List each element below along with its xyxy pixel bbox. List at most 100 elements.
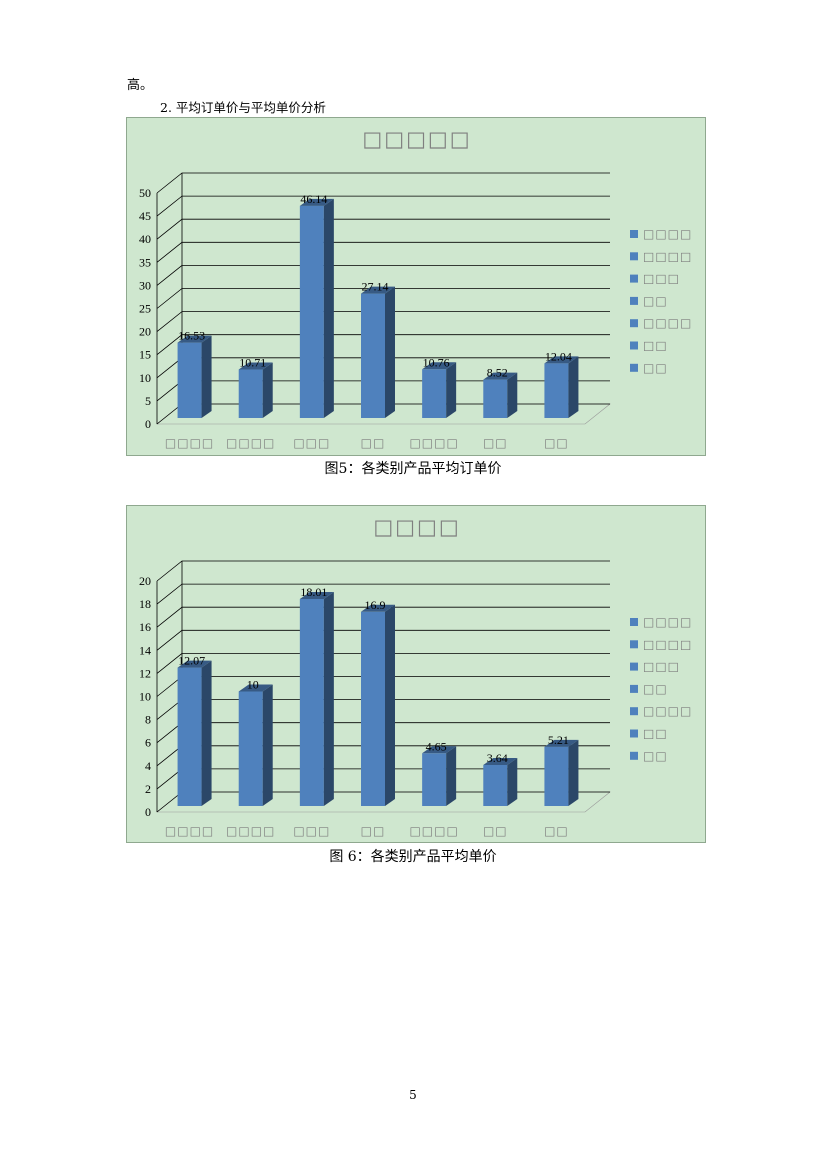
chart-2-bar-side xyxy=(507,757,518,806)
chart-2-category-label: □□□□ xyxy=(226,824,275,838)
chart-1-y-tick-label: 45 xyxy=(139,209,151,223)
chart-1-legend-label: □□□□ xyxy=(643,316,692,330)
chart-2-bar xyxy=(544,739,579,806)
chart-1-svg: □□□□□0510152025303540455016.53□□□□10.71□… xyxy=(139,127,692,450)
chart-2-bar-front xyxy=(238,691,263,806)
figure-caption-1: 图5：各类别产品平均订单价 xyxy=(324,461,502,477)
chart-2-bar xyxy=(483,757,518,806)
chart-2-bar-top xyxy=(422,746,457,754)
chart-1-data-label: 12.04 xyxy=(545,349,572,363)
chart-2-bar-side xyxy=(262,684,273,806)
chart-2-y-tick-label: 0 xyxy=(145,805,151,819)
chart-2-legend-swatch xyxy=(630,684,638,693)
chart-1-legend-label: □□ xyxy=(643,339,668,353)
chart-2-y-tick-label: 4 xyxy=(145,759,151,773)
section-heading: 2. 平均订单价与平均单价分析 xyxy=(160,100,326,115)
chart-2-data-label: 10 xyxy=(247,678,259,692)
chart-1-legend-label: □□ xyxy=(643,294,668,308)
chart-2-bar-front xyxy=(544,746,569,806)
chart-2-bar xyxy=(361,604,395,806)
chart-1-bar-side xyxy=(262,362,273,418)
chart-1-legend-swatch xyxy=(630,341,638,350)
chart-1-data-label: 10.76 xyxy=(423,355,450,369)
chart-1-category-label: □□□□ xyxy=(165,436,214,450)
chart-2-legend-label: □□□□ xyxy=(643,704,692,718)
chart-1-bar-front xyxy=(544,363,569,418)
chart-2-category-label: □□□□ xyxy=(409,824,458,838)
chart-2-bar-top xyxy=(361,604,395,612)
chart-1-bar-top xyxy=(544,356,579,364)
chart-2-data-label: 16.9 xyxy=(365,598,386,612)
chart-1-legend-swatch xyxy=(630,252,638,261)
chart-2-y-tick-label: 14 xyxy=(139,643,151,657)
chart-2-bar xyxy=(299,591,334,806)
chart-2-y-tick-label: 2 xyxy=(145,782,151,796)
chart-1-y-tick-label: 30 xyxy=(139,278,151,292)
chart-1-bar xyxy=(238,362,273,418)
chart-1-bar-front xyxy=(177,342,202,418)
chart-2-y-tick-label: 18 xyxy=(139,597,151,611)
chart-1-y-tick-label: 0 xyxy=(145,417,151,431)
chart-2-y-tick-label: 6 xyxy=(145,736,151,750)
chart-1-data-label: 16.53 xyxy=(178,329,205,343)
chart-2-bar xyxy=(238,684,273,806)
chart-2-bar-top xyxy=(177,660,212,668)
chart-2-category-label: □□□□ xyxy=(165,824,214,838)
chart-2-data-label: 4.65 xyxy=(426,739,447,753)
chart-2-bar-front xyxy=(177,667,202,806)
chart-1-bar-top xyxy=(361,286,395,294)
chart-1-gridline xyxy=(156,241,610,263)
chart-1-category-label: □□ xyxy=(361,436,386,450)
chart-1-bar-top xyxy=(299,198,334,206)
chart-2-bar xyxy=(177,660,212,806)
chart-1-y-tick-label: 20 xyxy=(139,325,151,339)
chart-1-data-label: 8.52 xyxy=(487,366,508,380)
chart-1-title: □□□□□ xyxy=(362,127,471,151)
chart-1-bar-side xyxy=(507,372,518,418)
chart-1-category-label: □□ xyxy=(483,436,508,450)
chart-1-bar xyxy=(483,372,518,418)
page-number: 5 xyxy=(409,1088,417,1102)
chart-1-bar-front xyxy=(299,205,324,418)
chart-1-y-tick-label: 40 xyxy=(139,232,151,246)
chart-2-category-label: □□ xyxy=(483,824,508,838)
chart-2-legend-label: □□ xyxy=(643,682,668,696)
chart-1-gridline xyxy=(156,218,610,240)
chart-1-legend-label: □□□□ xyxy=(643,227,692,241)
chart-2-y-tick-label: 16 xyxy=(139,620,151,634)
chart-2-bar xyxy=(422,746,457,806)
chart-2-y-tick-label: 12 xyxy=(139,666,151,680)
chart-1-bar-front xyxy=(361,293,385,418)
chart-1-bar xyxy=(361,286,395,418)
chart-1-bar xyxy=(177,335,212,418)
chart-2-legend-label: □□□□ xyxy=(643,615,692,629)
chart-1-y-tick-label: 35 xyxy=(139,255,151,269)
chart-2-bar-front xyxy=(299,598,324,806)
chart-2-bar-front xyxy=(361,611,385,806)
chart-1-category-label: □□ xyxy=(544,436,569,450)
chart-2-category-label: □□ xyxy=(361,824,386,838)
chart-2-bar-top xyxy=(238,684,273,692)
chart-2-legend-label: □□□□ xyxy=(643,637,692,651)
chart-1-y-tick-label: 5 xyxy=(145,394,151,408)
chart-2-legend-swatch xyxy=(630,729,638,738)
chart-1-bar-top xyxy=(177,335,212,343)
chart-2-bar-side xyxy=(446,746,457,806)
chart-1-y-tick-label: 50 xyxy=(139,186,151,200)
chart-1-bar-side xyxy=(385,286,395,418)
chart-1-bar-top xyxy=(422,362,457,370)
chart-2-bar-side xyxy=(385,604,395,806)
chart-1-gridline xyxy=(156,195,610,217)
chart-2-category-label: □□□ xyxy=(293,824,330,838)
chart-2-legend-label: □□□ xyxy=(643,660,680,674)
chart-2-legend-swatch xyxy=(630,751,638,760)
chart-1-category-label: □□□ xyxy=(293,436,330,450)
chart-1-bar-top xyxy=(238,362,273,370)
chart-2-title: □□□□ xyxy=(373,515,460,539)
chart-1-bar-front xyxy=(422,369,447,418)
figure-caption-2: 图 6：各类别产品平均单价 xyxy=(329,849,497,865)
chart-2-svg: □□□□0246810121416182012.07□□□□10□□□□18.0… xyxy=(139,515,692,838)
chart-1-gridline xyxy=(156,172,610,194)
chart-2-bar-front xyxy=(483,764,508,806)
chart-2-gridline xyxy=(156,560,610,582)
